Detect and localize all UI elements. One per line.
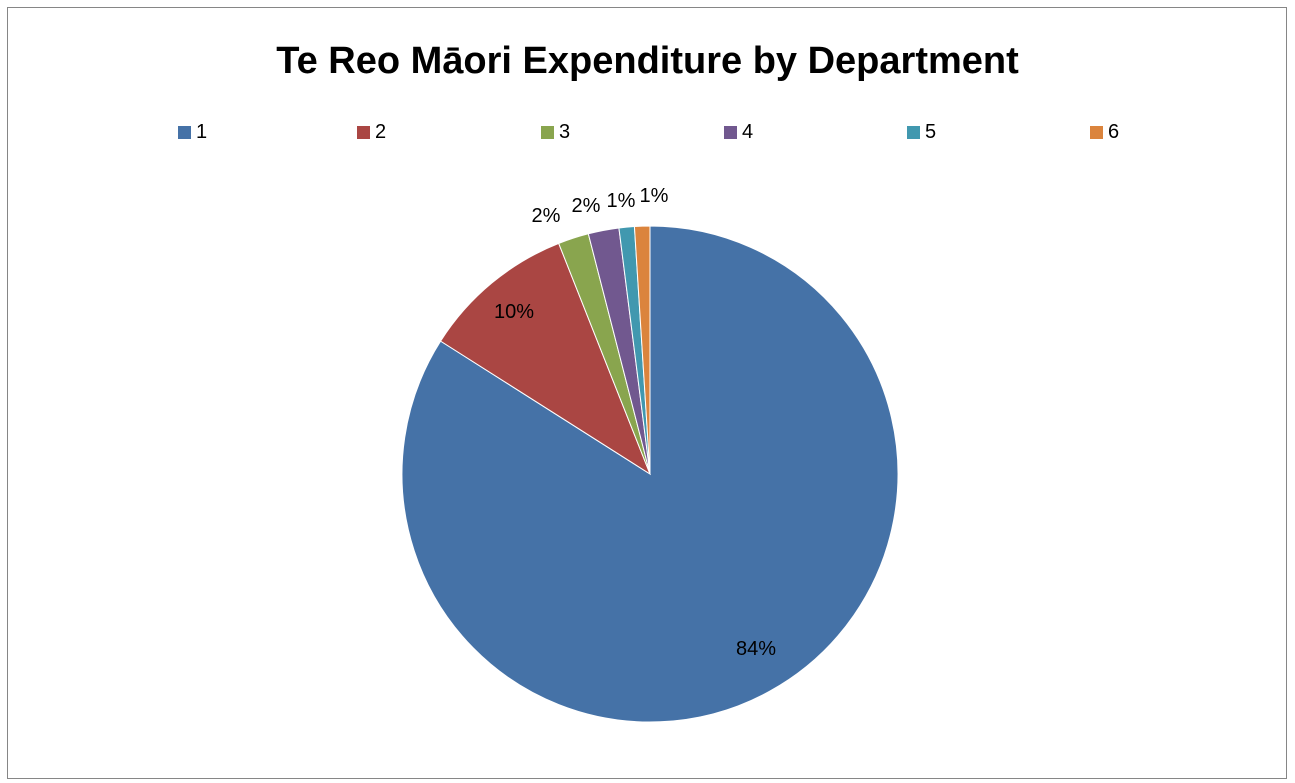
legend-label-4: 4 [742, 121, 754, 143]
data-label-6: 1% [640, 185, 669, 207]
legend-label-6: 6 [1108, 121, 1120, 143]
data-label-4: 2% [572, 195, 601, 217]
legend-label-3: 3 [559, 121, 571, 143]
data-label-1: 84% [736, 638, 776, 660]
legend-swatch-3 [541, 125, 554, 139]
legend-label-1: 1 [196, 121, 208, 143]
legend-item-1: 1 [178, 120, 207, 144]
chart-title: Te Reo Māori Expenditure by Department [276, 40, 1019, 82]
legend-item-4: 4 [724, 120, 753, 144]
data-label-2: 10% [494, 301, 534, 323]
legend-label-5: 5 [925, 121, 937, 143]
pie-slice-2 [439, 242, 652, 476]
legend-item-5: 5 [907, 120, 936, 144]
legend-swatch-5 [907, 125, 920, 139]
legend-item-3: 3 [541, 120, 570, 144]
legend-swatch-4 [724, 125, 737, 139]
legend-label-2: 2 [375, 121, 387, 143]
legend-swatch-6 [1090, 125, 1103, 139]
legend-swatch-1 [178, 125, 191, 139]
legend-item-2: 2 [357, 120, 386, 144]
legend-item-6: 6 [1090, 120, 1119, 144]
legend-swatch-2 [357, 125, 370, 139]
data-label-5: 1% [607, 190, 636, 212]
pie-slice-6 [633, 225, 651, 475]
data-label-3: 2% [532, 205, 561, 227]
